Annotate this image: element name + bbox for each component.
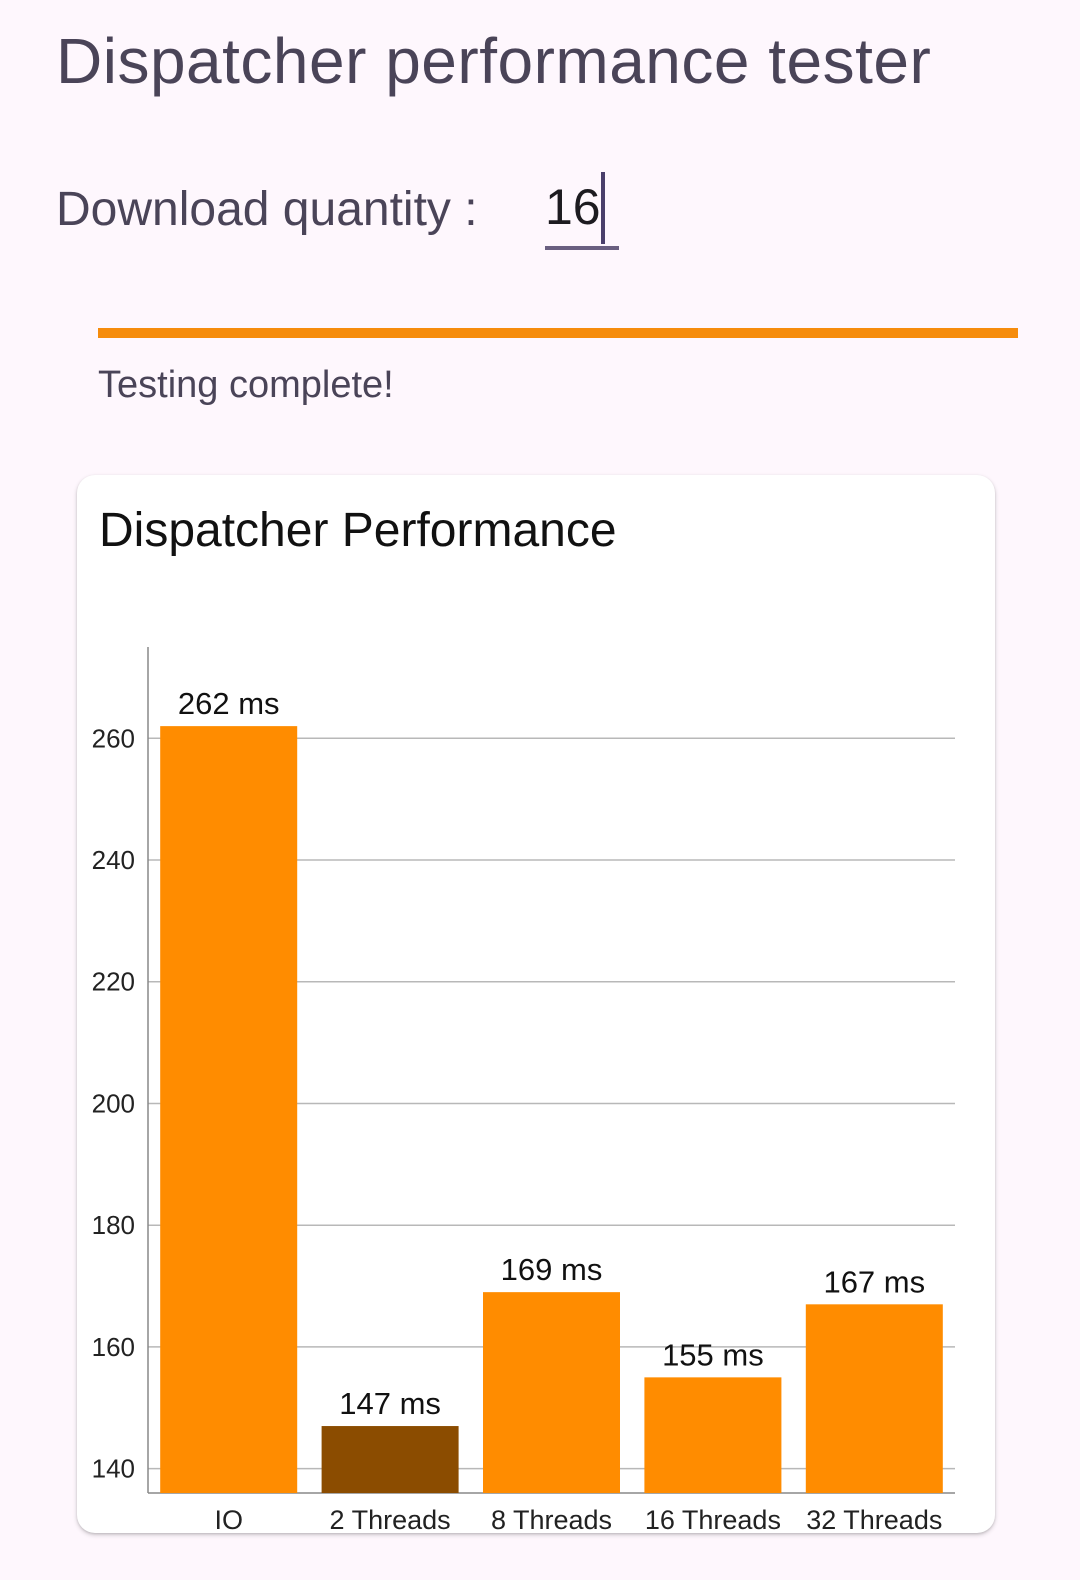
bar-chart: 140 160 180 200 220 240 260 262 ms IO 147 ms 2 Thr… [92, 647, 955, 1533]
bar-value-label-16-threads: 155 ms [662, 1337, 764, 1372]
text-caret [601, 172, 605, 244]
bar-32-threads [805, 1304, 943, 1493]
bar-value-label-8-threads: 169 ms [501, 1252, 603, 1287]
y-tick-label-260: 260 [92, 723, 135, 753]
bar-value-label-io: 262 ms [178, 686, 280, 721]
chart-title: Dispatcher Performance [99, 504, 617, 557]
app-title: Dispatcher performance tester [56, 25, 932, 97]
chart-card: Dispatcher Performance 140 160 180 200 220 24… [77, 475, 995, 1533]
x-tick-label-32-threads: 32 Threads [806, 1505, 942, 1533]
download-quantity-label: Download quantity : [56, 183, 478, 236]
y-tick-label-220: 220 [92, 967, 135, 997]
bar-value-label-2-threads: 147 ms [339, 1386, 441, 1421]
bar-2-threads [321, 1426, 459, 1493]
y-tick-label-240: 240 [92, 845, 135, 875]
y-tick-label-160: 160 [92, 1332, 135, 1362]
bar-io [160, 726, 298, 1493]
x-tick-label-8-threads: 8 Threads [491, 1505, 612, 1533]
download-quantity-value: 16 [545, 179, 601, 235]
y-tick-label-180: 180 [92, 1210, 135, 1240]
progress-bar [98, 328, 1018, 338]
y-tick-label-140: 140 [92, 1454, 135, 1484]
bar-value-label-32-threads: 167 ms [823, 1264, 925, 1299]
download-quantity-input[interactable]: 16 [545, 172, 619, 250]
x-tick-label-io: IO [214, 1505, 243, 1533]
x-tick-label-16-threads: 16 Threads [645, 1505, 781, 1533]
bar-8-threads [483, 1292, 620, 1493]
bar-16-threads [644, 1377, 782, 1493]
progress-bar-fill [98, 328, 1018, 338]
y-tick-label-200: 200 [92, 1088, 135, 1118]
x-tick-label-2-threads: 2 Threads [330, 1505, 451, 1533]
status-text: Testing complete! [98, 364, 394, 406]
